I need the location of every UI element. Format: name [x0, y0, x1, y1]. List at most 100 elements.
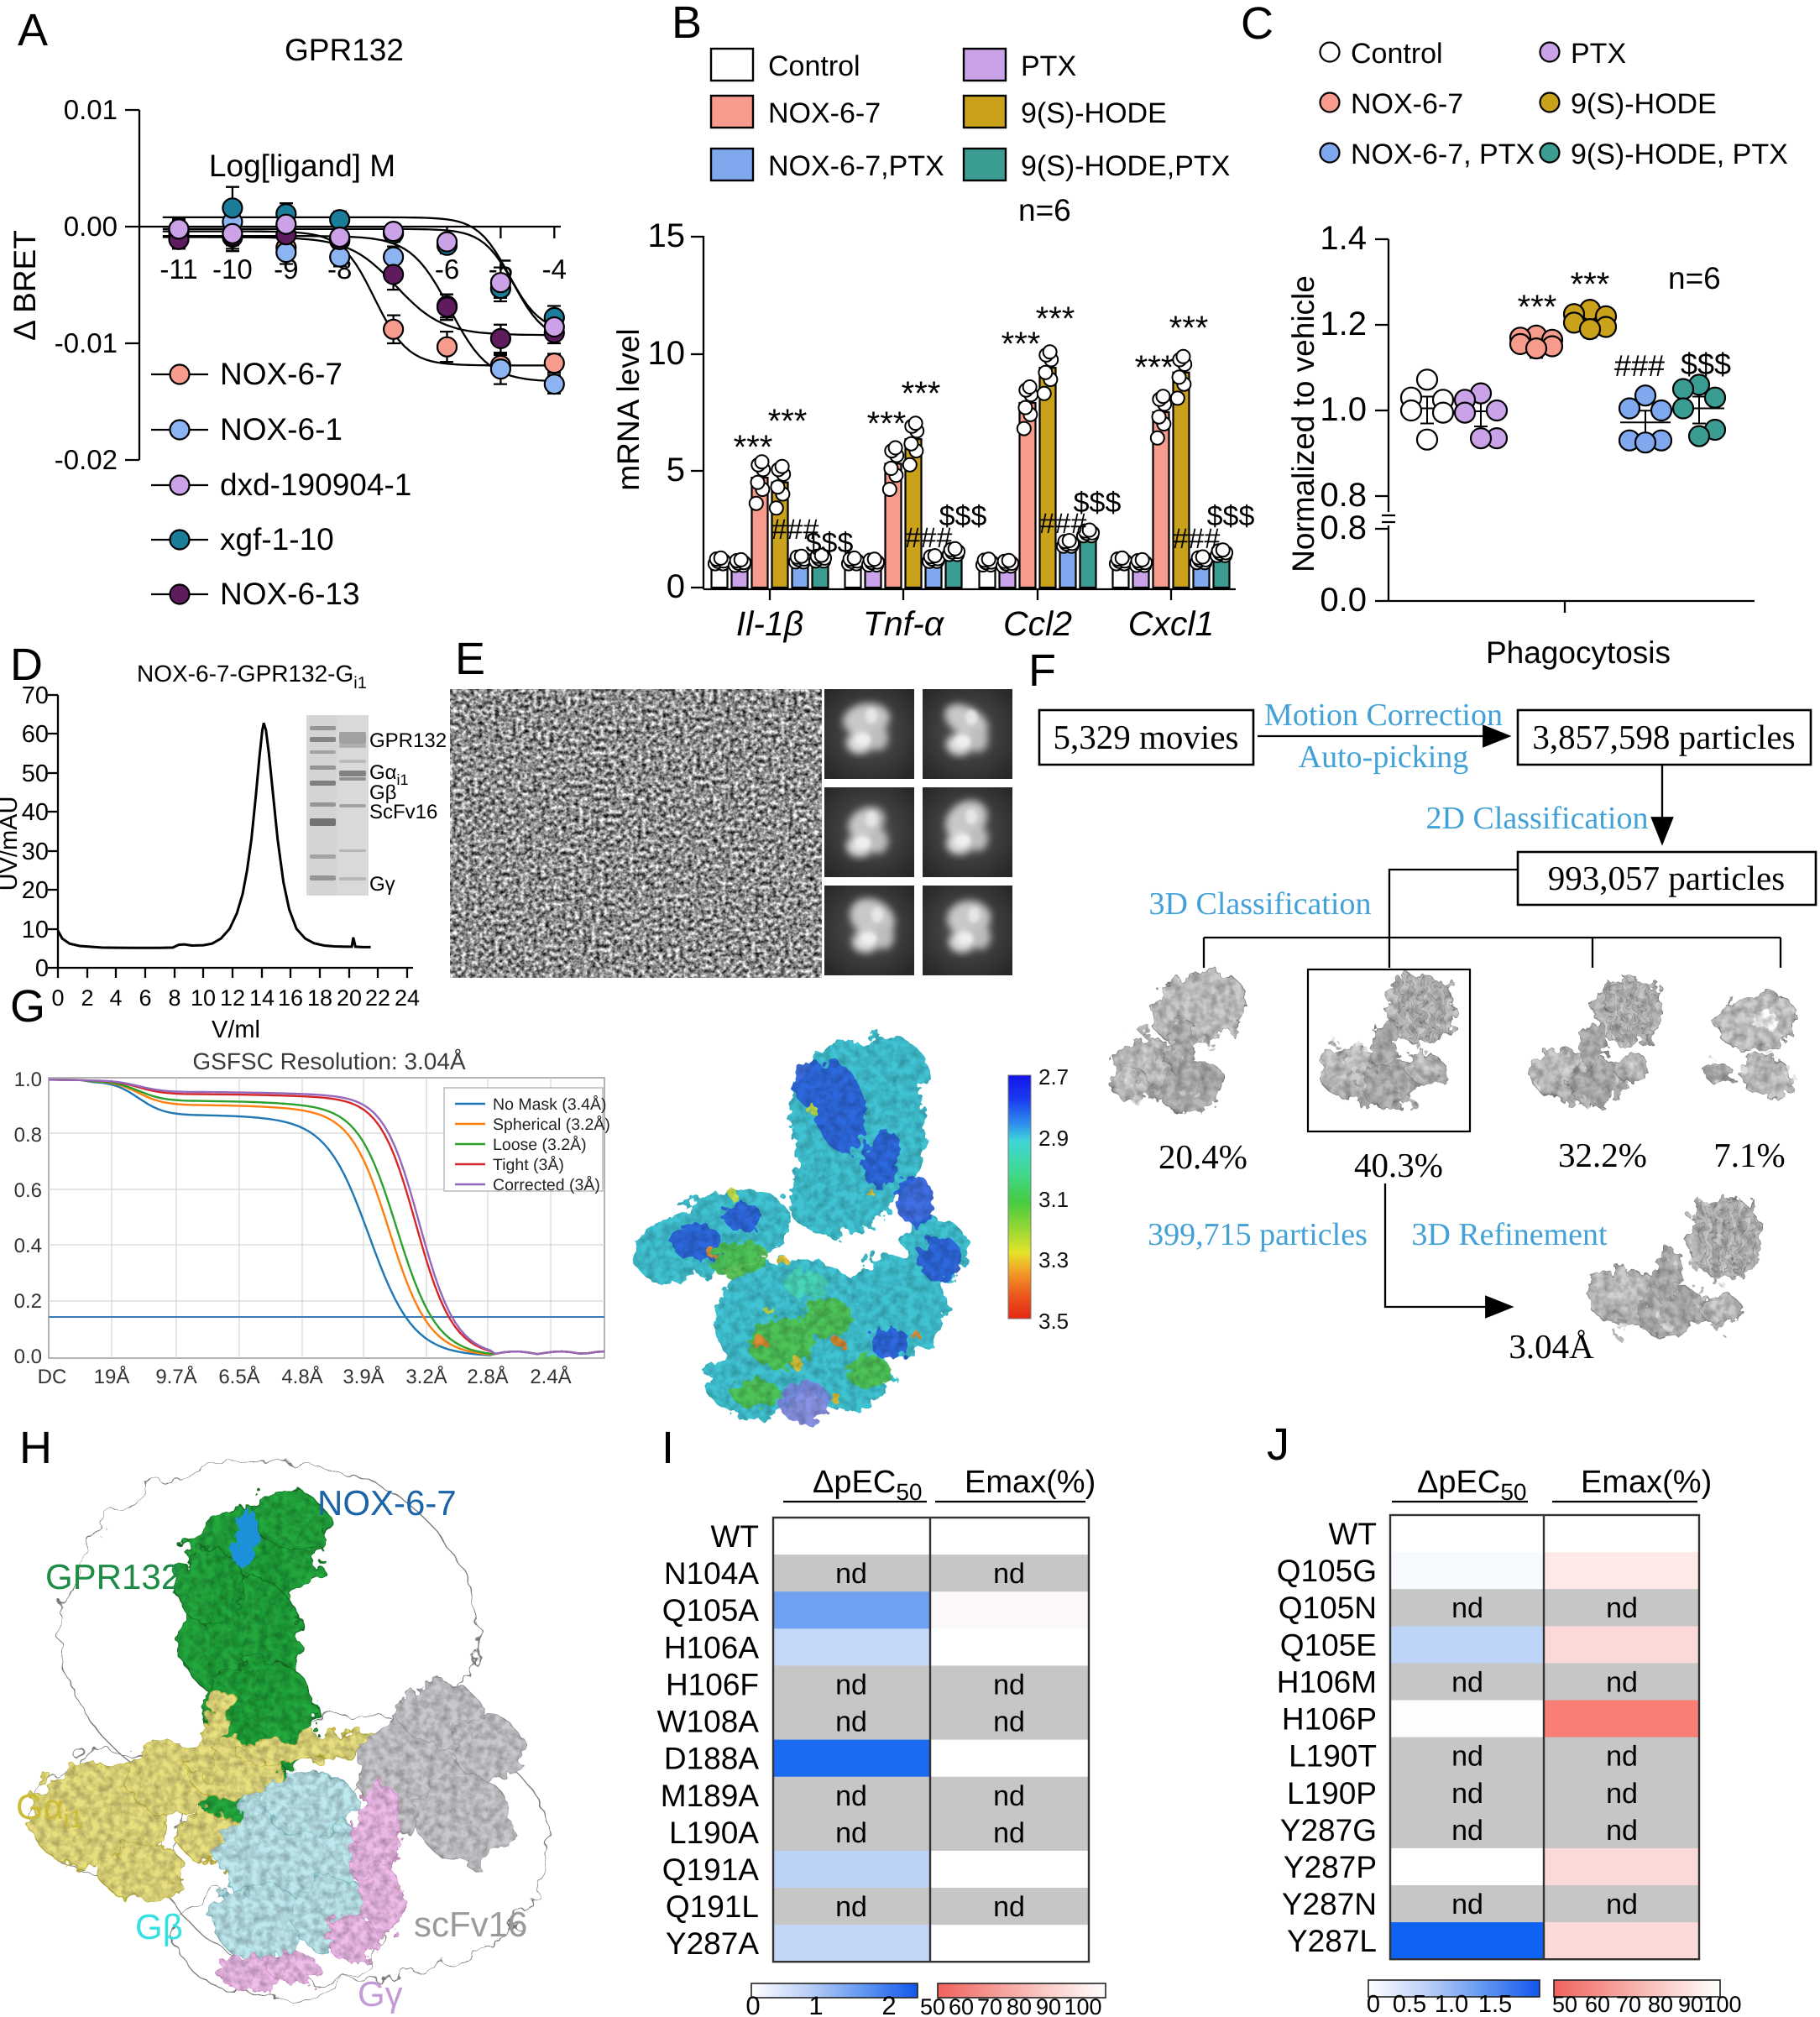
svg-text:GPR132: GPR132 — [369, 729, 447, 752]
svg-text:Corrected (3Å): Corrected (3Å) — [493, 1175, 600, 1194]
svg-text:DC: DC — [38, 1366, 67, 1388]
svg-text:***: *** — [768, 403, 808, 440]
svg-text:GPR132: GPR132 — [285, 33, 404, 67]
svg-text:***: *** — [867, 405, 907, 442]
svg-text:2.4Å: 2.4Å — [530, 1366, 571, 1388]
svg-text:18: 18 — [307, 985, 332, 1011]
svg-text:2D Classification: 2D Classification — [1426, 801, 1649, 836]
svg-text:0: 0 — [667, 568, 685, 605]
svg-text:UV/mAU: UV/mAU — [0, 797, 23, 891]
svg-text:n=6: n=6 — [1018, 193, 1071, 227]
svg-text:Y287P: Y287P — [1284, 1850, 1377, 1884]
svg-text:G: G — [10, 981, 45, 1032]
svg-text:30: 30 — [22, 839, 49, 865]
svg-text:###: ### — [771, 514, 819, 546]
svg-text:20: 20 — [337, 985, 362, 1011]
svg-text:M189A: M189A — [661, 1779, 760, 1813]
svg-text:***: *** — [1518, 289, 1557, 326]
svg-text:nd: nd — [1451, 1592, 1483, 1624]
svg-text:E: E — [455, 634, 485, 684]
svg-text:3.3: 3.3 — [1038, 1247, 1069, 1272]
svg-text:40: 40 — [22, 799, 49, 826]
svg-text:3.9Å: 3.9Å — [343, 1366, 384, 1388]
svg-text:nd: nd — [993, 1780, 1025, 1812]
svg-text:60: 60 — [22, 721, 49, 748]
svg-text:24: 24 — [395, 985, 420, 1011]
svg-text:No Mask (3.4Å): No Mask (3.4Å) — [493, 1095, 606, 1114]
svg-text:NOX-6-7: NOX-6-7 — [1351, 88, 1463, 120]
svg-text:80: 80 — [1648, 1992, 1673, 2017]
svg-text:100: 100 — [1703, 1992, 1741, 2017]
svg-text:NOX-6-7-GPR132-Gi1: NOX-6-7-GPR132-Gi1 — [137, 661, 367, 692]
svg-text:70: 70 — [977, 1994, 1002, 2017]
svg-text:$$$: $$$ — [939, 500, 987, 532]
svg-text:Q105G: Q105G — [1277, 1554, 1377, 1588]
svg-text:0: 0 — [1367, 1991, 1380, 2017]
svg-text:Y287G: Y287G — [1280, 1813, 1377, 1847]
svg-text:C: C — [1241, 0, 1273, 49]
svg-text:nd: nd — [1606, 1889, 1638, 1920]
svg-text:L190T: L190T — [1289, 1739, 1377, 1774]
svg-text:22: 22 — [365, 985, 390, 1011]
svg-text:20: 20 — [22, 877, 49, 904]
svg-text:3,857,598 particles: 3,857,598 particles — [1532, 718, 1795, 756]
svg-text:H106M: H106M — [1277, 1664, 1377, 1699]
svg-text:J: J — [1267, 1419, 1289, 1470]
svg-text:nd: nd — [1606, 1666, 1638, 1698]
svg-text:9(S)-HODE, PTX: 9(S)-HODE, PTX — [1571, 138, 1788, 170]
svg-text:0: 0 — [35, 955, 49, 982]
svg-text:6: 6 — [139, 985, 151, 1011]
svg-text:n=6: n=6 — [1668, 261, 1721, 295]
svg-text:5,329 movies: 5,329 movies — [1054, 718, 1239, 756]
svg-text:nd: nd — [1606, 1778, 1638, 1810]
svg-text:ΔpEC50: ΔpEC50 — [813, 1465, 922, 1505]
svg-text:V/ml: V/ml — [212, 1016, 260, 1043]
svg-text:H106P: H106P — [1282, 1702, 1377, 1737]
svg-text:32.2%: 32.2% — [1558, 1136, 1647, 1174]
svg-text:nd: nd — [835, 1891, 867, 1923]
svg-text:nd: nd — [835, 1669, 867, 1701]
svg-text:4: 4 — [109, 985, 122, 1011]
svg-text:90: 90 — [1036, 1994, 1061, 2017]
svg-text:nd: nd — [1606, 1815, 1638, 1847]
svg-text:3.2Å: 3.2Å — [405, 1366, 447, 1388]
svg-text:nd: nd — [1451, 1889, 1483, 1920]
svg-text:1.2: 1.2 — [1320, 306, 1367, 342]
svg-text:A: A — [18, 5, 48, 55]
svg-text:0.2: 0.2 — [14, 1290, 42, 1313]
svg-text:Emax(%): Emax(%) — [965, 1465, 1096, 1500]
svg-text:###: ### — [1614, 348, 1665, 383]
svg-text:nd: nd — [993, 1706, 1025, 1738]
svg-text:$$$: $$$ — [1681, 347, 1731, 381]
svg-text:I: I — [662, 1423, 674, 1473]
svg-text:Emax(%): Emax(%) — [1581, 1465, 1712, 1500]
svg-text:Il-1β: Il-1β — [736, 604, 803, 643]
svg-text:N104A: N104A — [664, 1556, 759, 1591]
svg-text:ScFv16: ScFv16 — [369, 801, 437, 823]
svg-text:Motion Correction: Motion Correction — [1264, 698, 1503, 733]
svg-text:B: B — [672, 0, 702, 48]
svg-text:15: 15 — [648, 217, 686, 254]
svg-text:4.8Å: 4.8Å — [281, 1366, 322, 1388]
svg-text:dxd-190904-1: dxd-190904-1 — [220, 468, 411, 502]
svg-text:1.0: 1.0 — [1435, 1991, 1468, 2017]
svg-text:nd: nd — [1451, 1815, 1483, 1847]
svg-text:9.7Å: 9.7Å — [155, 1366, 196, 1388]
svg-text:###: ### — [1173, 523, 1221, 555]
svg-text:9(S)-HODE,PTX: 9(S)-HODE,PTX — [1021, 150, 1230, 182]
svg-text:16: 16 — [278, 985, 303, 1011]
svg-text:Control: Control — [1351, 38, 1443, 70]
svg-text:0.5: 0.5 — [1393, 1991, 1426, 2017]
svg-text:GPR132: GPR132 — [45, 1557, 180, 1596]
svg-text:GSFSC Resolution: 3.04Å: GSFSC Resolution: 3.04Å — [192, 1048, 466, 1074]
svg-text:Gαi1: Gαi1 — [16, 1787, 83, 1833]
svg-text:nd: nd — [1606, 1592, 1638, 1624]
svg-text:1: 1 — [808, 1991, 823, 2017]
svg-text:nd: nd — [993, 1669, 1025, 1701]
svg-text:0.0: 0.0 — [1320, 582, 1367, 619]
svg-text:6.5Å: 6.5Å — [218, 1366, 259, 1388]
svg-text:L190P: L190P — [1287, 1776, 1377, 1811]
svg-text:0.8: 0.8 — [1320, 477, 1367, 514]
svg-text:3.5: 3.5 — [1038, 1309, 1069, 1334]
svg-text:0.0: 0.0 — [14, 1346, 42, 1368]
